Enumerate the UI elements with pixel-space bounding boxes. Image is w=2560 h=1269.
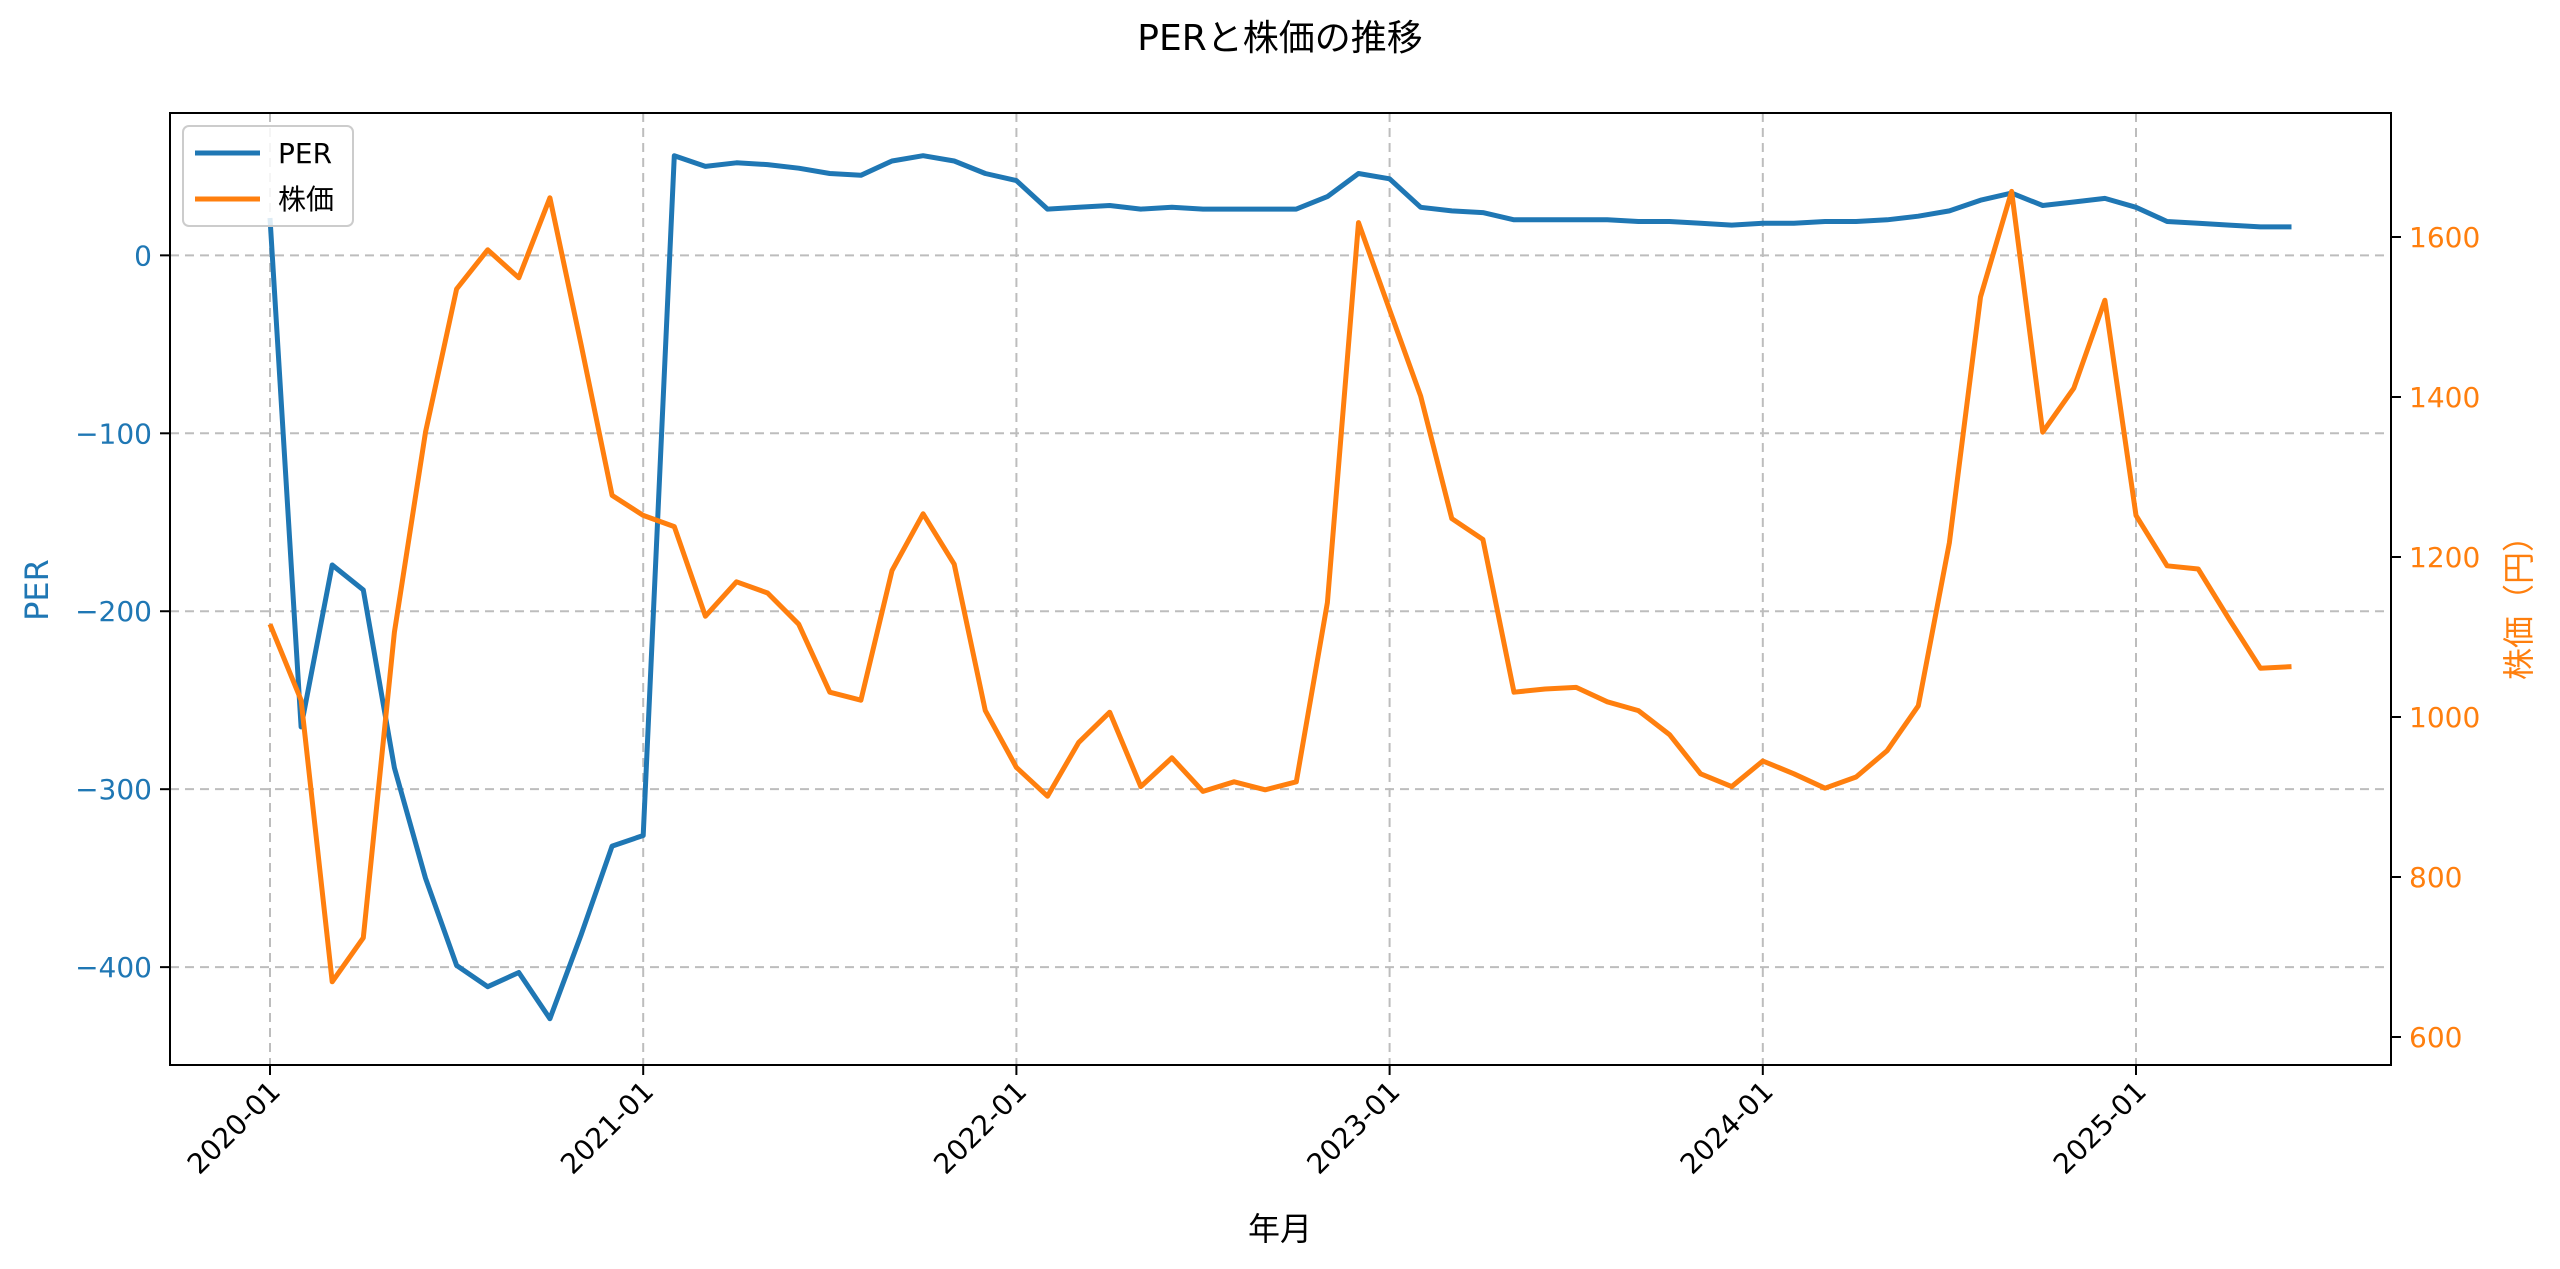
y-right-tick-label: 1000 xyxy=(2409,701,2480,734)
x-axis-label: 年月 xyxy=(1248,1210,1312,1248)
x-tick-label: 2020-01 xyxy=(181,1075,287,1181)
legend-label-per: PER xyxy=(278,137,332,170)
x-tick-label: 2023-01 xyxy=(1300,1075,1406,1181)
y-left-tick-label: 0 xyxy=(134,239,152,272)
y-left-tick-label: −100 xyxy=(75,417,152,450)
legend: PER 株価 xyxy=(182,125,354,227)
x-tick-label: 2022-01 xyxy=(927,1075,1033,1181)
chart-title: PERと株価の推移 xyxy=(1137,18,1422,59)
x-tick-label: 2024-01 xyxy=(1674,1075,1780,1181)
plot-frame xyxy=(169,112,2392,1066)
y-right-tick-label: 800 xyxy=(2409,861,2462,894)
x-tick-label: 2025-01 xyxy=(2047,1075,2153,1181)
y-right-tick-label: 1600 xyxy=(2409,221,2480,254)
series-line-per xyxy=(267,153,2292,1022)
legend-label-price: 株価 xyxy=(278,183,334,216)
y-left-tick-label: −200 xyxy=(75,595,152,628)
series-lines xyxy=(267,153,2292,1022)
series-line-price xyxy=(267,188,2292,985)
x-tick-label: 2021-01 xyxy=(554,1075,660,1181)
y-right-axis-label: 株価（円） xyxy=(2500,520,2538,680)
y-right-tick-label: 1200 xyxy=(2409,541,2480,574)
y-left-tick-label: −300 xyxy=(75,773,152,806)
grid xyxy=(170,113,2391,1065)
y-right-tick-label: 600 xyxy=(2409,1021,2462,1054)
axis-ticks: 2020-01 2021-01 2022-01 2023-01 2024-01 2025-… xyxy=(75,221,2480,1181)
y-left-axis-label: PER xyxy=(18,559,56,621)
y-right-tick-label: 1400 xyxy=(2409,381,2480,414)
y-left-tick-label: −400 xyxy=(75,951,152,984)
